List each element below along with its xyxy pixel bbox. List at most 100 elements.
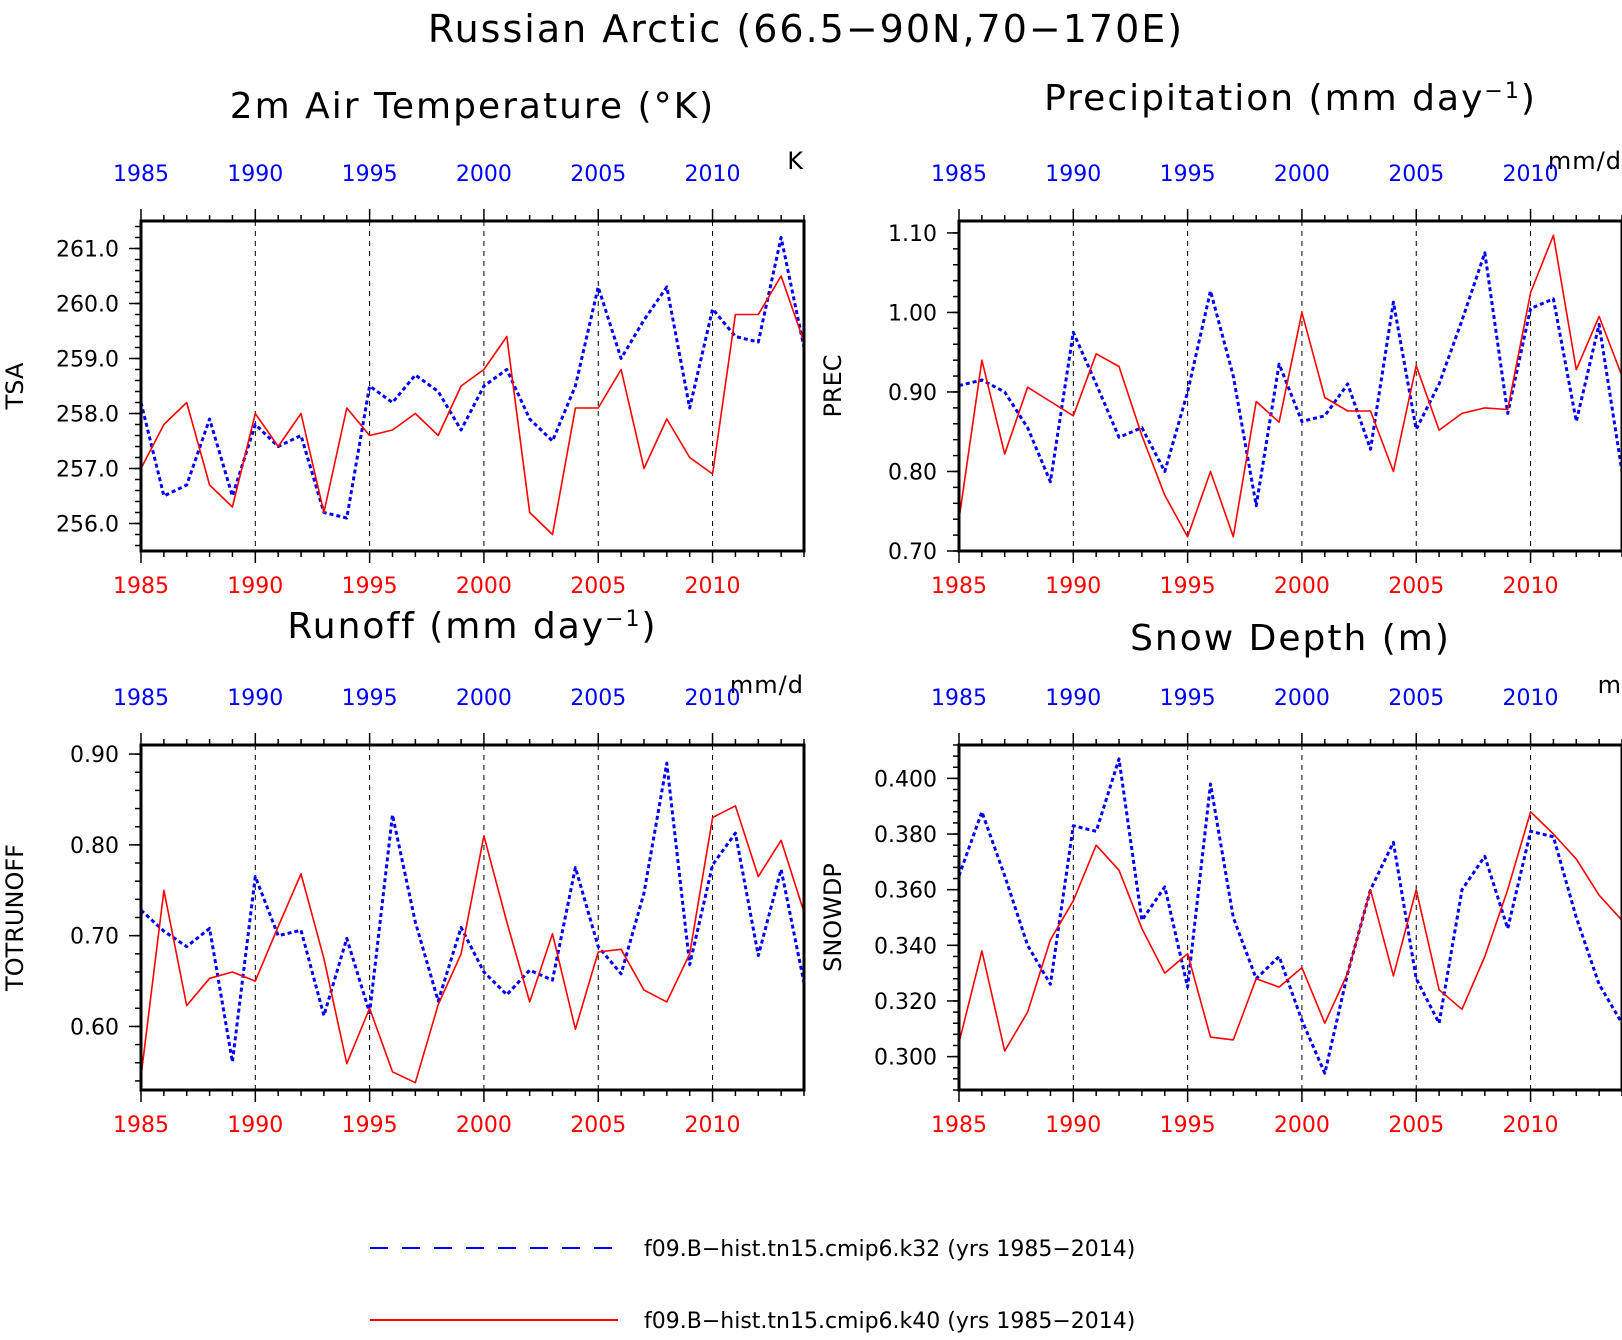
x-tick-label-bottom: 1985 xyxy=(113,1113,169,1138)
x-tick-label-top: 1995 xyxy=(1160,162,1216,187)
panel-title: Snow Depth (m) xyxy=(1130,618,1451,659)
x-tick-label-bottom: 1985 xyxy=(931,1113,987,1138)
y-tick-label: 0.90 xyxy=(70,743,119,768)
y-tick-label: 0.380 xyxy=(874,823,937,848)
x-tick-label-bottom: 2010 xyxy=(1503,1113,1559,1138)
x-tick-label-bottom: 1990 xyxy=(1045,1113,1101,1138)
y-tick-label: 261.0 xyxy=(56,238,119,263)
x-tick-label-top: 2005 xyxy=(570,686,626,711)
x-tick-label-top: 1985 xyxy=(931,686,987,711)
y-tick-label: 0.70 xyxy=(888,540,937,565)
x-tick-label-bottom: 1985 xyxy=(113,574,169,599)
y-axis-label: TOTRUNOFF xyxy=(1,844,29,992)
x-tick-label-bottom: 2010 xyxy=(685,1113,741,1138)
x-tick-label-top: 1985 xyxy=(113,162,169,187)
y-tick-label: 0.80 xyxy=(888,460,937,485)
panel-1: 2m Air Temperature (°K) K 256.0 257.0 258.0 2… xyxy=(1,86,806,599)
series-k40-line xyxy=(959,810,1622,1052)
panel-title: Runoff (mm day−1) xyxy=(287,606,657,647)
panel-3: Runoff (mm day−1) mm/d 0.60 0.70 0.80 0.90 198… xyxy=(1,606,806,1138)
x-tick-label-top: 1985 xyxy=(931,162,987,187)
legend: f09.B−hist.tn15.cmip6.k32 (yrs 1985−2014… xyxy=(370,1237,1135,1334)
x-tick-label-top: 1985 xyxy=(113,686,169,711)
units-label: m xyxy=(1598,671,1622,699)
x-tick-label-top: 1995 xyxy=(1160,686,1216,711)
x-tick-label-bottom: 2000 xyxy=(1274,574,1330,599)
panel-title-main: 2m Air Temperature (°K) xyxy=(230,86,715,127)
panel-4: Snow Depth (m) m 0.300 0.320 0.340 0.360 0.380… xyxy=(819,618,1622,1138)
x-tick-label-bottom: 2010 xyxy=(685,574,741,599)
units-label: mm/d xyxy=(730,671,804,699)
units-label: mm/d xyxy=(1548,147,1622,175)
series-k40-line xyxy=(959,234,1622,538)
x-tick-label-top: 2010 xyxy=(685,686,741,711)
x-tick-label-bottom: 2000 xyxy=(456,1113,512,1138)
x-tick-label-top: 2000 xyxy=(1274,686,1330,711)
x-tick-label-top: 1990 xyxy=(227,162,283,187)
series-k32-line xyxy=(959,757,1622,1075)
x-tick-label-bottom: 2000 xyxy=(1274,1113,1330,1138)
panel-title-main: Precipitation (mm day xyxy=(1044,78,1484,119)
series-k40-line xyxy=(141,275,804,536)
series-k32-line xyxy=(959,251,1622,508)
y-tick-label: 0.90 xyxy=(888,381,937,406)
y-tick-label: 0.300 xyxy=(874,1046,937,1071)
x-tick-label-bottom: 1995 xyxy=(1160,1113,1216,1138)
y-tick-label: 260.0 xyxy=(56,293,119,318)
panel-title-superscript: −1 xyxy=(1484,79,1520,104)
y-tick-label: 258.0 xyxy=(56,403,119,428)
page-title: Russian Arctic (66.5−90N,70−170E) xyxy=(428,7,1184,51)
x-tick-label-bottom: 2005 xyxy=(1388,574,1444,599)
x-tick-label-bottom: 2005 xyxy=(570,574,626,599)
x-tick-label-bottom: 1990 xyxy=(227,574,283,599)
panel-title-main: Runoff (mm day xyxy=(287,606,605,647)
x-tick-label-top: 2010 xyxy=(685,162,741,187)
y-tick-label: 256.0 xyxy=(56,513,119,538)
y-tick-label: 0.340 xyxy=(874,934,937,959)
panel-2: Precipitation (mm day−1) mm/d 0.70 0.80 0.90… xyxy=(819,78,1622,599)
y-tick-label: 259.0 xyxy=(56,348,119,373)
y-axis-label: SNOWDP xyxy=(819,863,847,972)
x-tick-label-top: 2010 xyxy=(1503,686,1559,711)
plot-frame xyxy=(139,743,806,1092)
x-tick-label-bottom: 1990 xyxy=(227,1113,283,1138)
plot-frame xyxy=(957,743,1622,1092)
panel-title-tail: ) xyxy=(642,606,658,647)
y-axis-label: TSA xyxy=(1,362,29,410)
x-tick-label-top: 1995 xyxy=(342,162,398,187)
x-tick-label-top: 2000 xyxy=(1274,162,1330,187)
series-k32-line xyxy=(141,236,804,520)
x-tick-label-bottom: 1995 xyxy=(1160,574,1216,599)
x-tick-label-bottom: 2010 xyxy=(1503,574,1559,599)
x-tick-label-top: 2000 xyxy=(456,162,512,187)
x-tick-label-top: 2005 xyxy=(1388,162,1444,187)
legend-k32-label: f09.B−hist.tn15.cmip6.k32 (yrs 1985−2014… xyxy=(644,1237,1135,1262)
units-label: K xyxy=(787,147,804,175)
y-tick-label: 0.320 xyxy=(874,990,937,1015)
y-tick-label: 0.360 xyxy=(874,879,937,904)
y-axis-label: PREC xyxy=(819,354,847,417)
panel-title-tail: ) xyxy=(1521,78,1537,119)
x-tick-label-bottom: 2005 xyxy=(570,1113,626,1138)
x-tick-label-bottom: 1995 xyxy=(342,574,398,599)
panel-title-superscript: −1 xyxy=(605,607,641,632)
x-tick-label-bottom: 1990 xyxy=(1045,574,1101,599)
x-tick-label-top: 2000 xyxy=(456,686,512,711)
plot-frame xyxy=(957,219,1622,553)
x-tick-label-top: 1995 xyxy=(342,686,398,711)
x-tick-label-top: 2010 xyxy=(1503,162,1559,187)
panel-title-main: Snow Depth (m) xyxy=(1130,618,1451,659)
y-tick-label: 0.80 xyxy=(70,834,119,859)
x-tick-label-top: 1990 xyxy=(227,686,283,711)
y-tick-label: 1.10 xyxy=(888,222,937,247)
y-tick-label: 0.400 xyxy=(874,767,937,792)
x-tick-label-top: 2005 xyxy=(570,162,626,187)
series-k40-line xyxy=(141,804,804,1084)
panel-title: 2m Air Temperature (°K) xyxy=(230,86,715,127)
x-tick-label-top: 1990 xyxy=(1045,162,1101,187)
y-tick-label: 0.60 xyxy=(70,1015,119,1040)
y-tick-label: 257.0 xyxy=(56,458,119,483)
panel-title: Precipitation (mm day−1) xyxy=(1044,78,1537,119)
